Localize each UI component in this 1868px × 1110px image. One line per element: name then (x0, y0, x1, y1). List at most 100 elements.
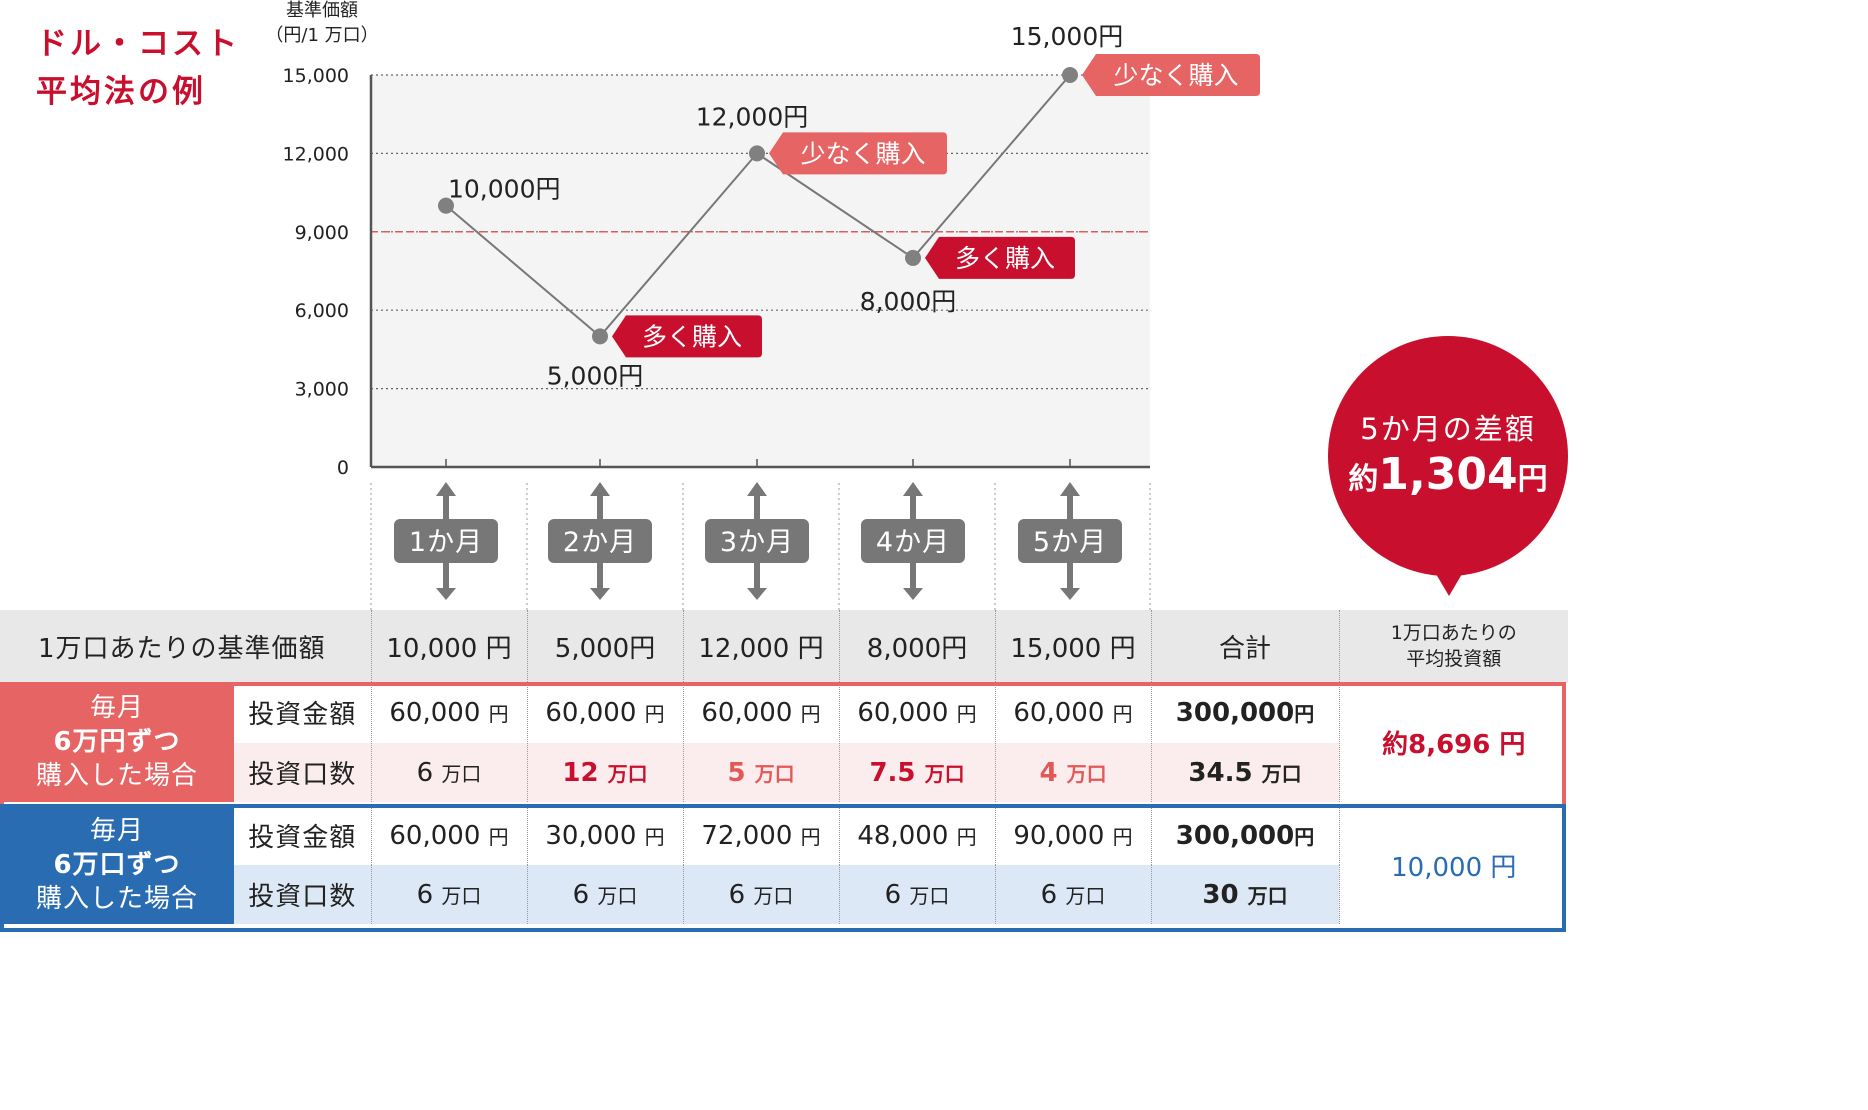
month-label: 3か月 (720, 527, 794, 558)
month-badge (705, 519, 809, 563)
data-label: 15,000円 (1011, 22, 1123, 51)
table-cell: 6 万口 (370, 865, 528, 924)
data-label: 8,000円 (860, 287, 957, 316)
header-month-3: 12,000 円 (682, 610, 840, 683)
header-average: 1万口あたりの 平均投資額 (1338, 610, 1568, 683)
title-line-1: ドル・コスト (36, 26, 240, 62)
difference-bubble: 5か月の差額 約1,304円 (1328, 336, 1568, 576)
table-cell: 5 万口 (682, 742, 840, 802)
month-label: 4か月 (876, 527, 950, 558)
month-arrow-up (590, 482, 610, 496)
table-cell: 6 万口 (682, 865, 840, 924)
y-tick-label: 12,000 (283, 143, 349, 165)
month-arrow-up (747, 482, 767, 496)
annotation-text: 多く購入 (642, 322, 742, 351)
data-point (1062, 67, 1078, 83)
table-cell: 12 万口 (526, 742, 684, 802)
y-tick-label: 15,000 (283, 65, 349, 87)
annotation-text: 少なく購入 (1113, 61, 1238, 90)
month-label: 5か月 (1033, 527, 1107, 558)
month-arrow-down (903, 588, 923, 600)
table-cell: 4 万口 (994, 742, 1152, 802)
dollar-cost-averaging-figure: 0 3,000 6,000 9,000 12,000 15,000 10,000円 5,000… (0, 0, 1568, 932)
figure-title: ドル・コスト 平均法の例 (36, 20, 240, 116)
data-point (749, 145, 765, 162)
average-cost-value: 約8,696 円 (1338, 682, 1568, 802)
line-chart: 0 3,000 6,000 9,000 12,000 15,000 10,000円 5,000… (283, 22, 1260, 610)
month-arrow-down (436, 588, 456, 600)
month-arrow-down (590, 588, 610, 600)
header-month-2: 5,000円 (526, 610, 684, 683)
total-cell: 34.5 万口 (1150, 742, 1340, 802)
month-badge (861, 519, 965, 563)
row-label: 投資口数 (234, 865, 372, 924)
month-arrow-down (1060, 588, 1080, 600)
data-point (438, 197, 454, 214)
row-label: 投資金額 (248, 823, 357, 853)
difference-suffix: 円 (1517, 462, 1548, 497)
table-cell: 72,000 円 (682, 806, 840, 865)
data-point (592, 328, 608, 345)
row-label: 投資金額 (234, 682, 372, 743)
y-axis-label-line-1: 基準価額 (286, 0, 358, 21)
header-month-1: 10,000 円 (370, 610, 528, 683)
table-cell: 60,000 円 (994, 682, 1152, 743)
table-cell: 60,000 円 (526, 682, 684, 743)
total-cell: 30 万口 (1150, 865, 1340, 924)
annotation-badge (769, 132, 947, 175)
month-badge (548, 519, 652, 563)
month-arrow-up (1060, 482, 1080, 496)
data-label: 10,000円 (448, 175, 560, 204)
comparison-table: 1万口あたりの基準価額 10,000 円 5,000円 12,000 円 8,0… (0, 610, 1568, 924)
annotation-text: 少なく購入 (800, 139, 925, 168)
month-badge (1018, 519, 1122, 563)
row-label: 投資口数 (234, 742, 372, 802)
y-axis-label-line-2: （円/1 万口） (265, 25, 379, 46)
fixed-amount-title: 毎月 6万円ずつ 購入した場合 (0, 682, 234, 802)
data-point (905, 249, 921, 266)
table-cell: 6 万口 (526, 865, 684, 924)
header-month-5: 15,000 円 (994, 610, 1152, 683)
table-cell: 6 万口 (838, 865, 996, 924)
month-label: 1か月 (409, 527, 483, 558)
table-cell: 6 万口 (994, 865, 1152, 924)
data-label: 5,000円 (547, 361, 644, 390)
table-cell: 30,000 円 (526, 806, 684, 865)
header-month-4: 8,000円 (838, 610, 996, 683)
table-cell: 90,000 円 (994, 806, 1152, 865)
difference-bubble-pointer (1436, 574, 1462, 596)
table-cell: 6 万口 (370, 742, 528, 802)
table-cell: 60,000 円 (838, 682, 996, 743)
difference-amount: 約1,304円 (1328, 449, 1568, 500)
y-tick-label: 0 (337, 457, 349, 479)
y-tick-label: 9,000 (295, 222, 349, 244)
fixed-units-row-units: 投資口数 6 万口 6 万口 6 万口 6 万口 6 万口 30 万口 (0, 865, 1568, 924)
difference-caption: 5か月の差額 (1360, 412, 1536, 446)
month-badge (394, 519, 498, 563)
y-tick-label: 3,000 (295, 379, 349, 401)
annotation-badge (1082, 54, 1260, 96)
data-label: 12,000円 (696, 102, 808, 131)
average-cost-value: 10,000 円 (1338, 806, 1568, 924)
difference-prefix: 約 (1348, 462, 1379, 497)
annotation-badge (925, 236, 1075, 279)
month-arrow-up (436, 482, 456, 496)
header-total: 合計 (1150, 610, 1340, 683)
month-arrow-up (903, 482, 923, 496)
fixed-units-title: 毎月 6万口ずつ 購入した場合 (0, 806, 234, 924)
y-axis-label: 基準価額 （円/1 万口） (264, 0, 380, 48)
difference-number: 1,304 (1378, 449, 1518, 500)
header-row: 1万口あたりの基準価額 10,000 円 5,000円 12,000 円 8,0… (0, 610, 1568, 683)
table-cell: 60,000 円 (682, 682, 840, 743)
fixed-units-row-amount: 毎月 6万口ずつ 購入した場合 投資金額 60,000 円 30,000 円 72… (0, 806, 1568, 924)
total-cell: 300,000円 (1150, 682, 1340, 743)
title-line-2: 平均法の例 (36, 74, 206, 110)
table-cell: 60,000 円 (370, 806, 528, 865)
y-tick-label: 6,000 (295, 300, 349, 322)
table-cell: 60,000 円 (370, 682, 528, 743)
month-arrow-down (747, 588, 767, 600)
fixed-amount-row-units: 投資口数 6 万口 12 万口 5 万口 7.5 万口 4 万口 34.5 万口 (0, 742, 1568, 802)
annotation-text: 多く購入 (955, 244, 1055, 273)
month-label: 2か月 (563, 527, 637, 558)
fixed-amount-row-amount: 毎月 6万円ずつ 購入した場合 投資金額 60,000 円 60,000 円 60… (0, 682, 1568, 802)
